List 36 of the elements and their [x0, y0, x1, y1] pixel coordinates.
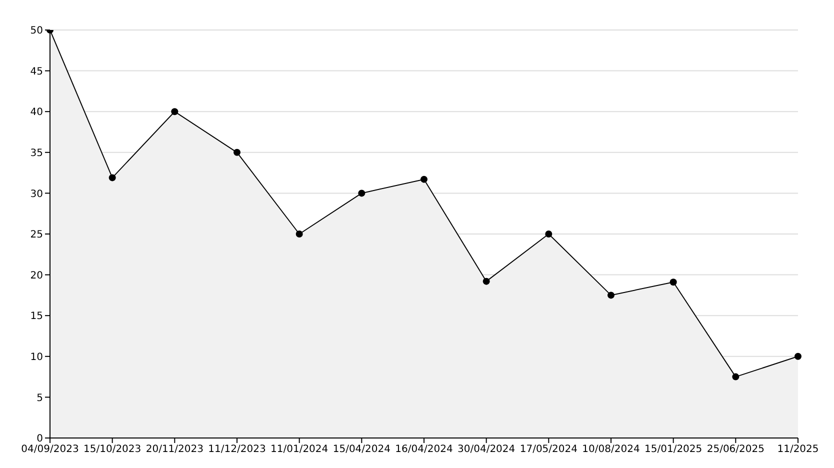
- x-tick-label: 20/11/2023: [146, 444, 204, 456]
- point: [732, 373, 740, 380]
- x-tick-label: 16/04/2024: [395, 444, 453, 456]
- y-tick-label: 30: [30, 188, 43, 200]
- x-tick-label: 15/10/2023: [84, 444, 142, 456]
- point: [171, 108, 178, 116]
- y-tick-label: 20: [30, 270, 43, 282]
- point: [670, 278, 677, 286]
- point: [296, 230, 303, 238]
- point: [794, 352, 802, 360]
- x-tick-label: 25/06/2025: [706, 444, 764, 456]
- point: [482, 278, 490, 285]
- x-tick-label: 10/08/2024: [582, 444, 640, 456]
- x-tick-label: 15/04/2024: [332, 444, 390, 456]
- y-tick-label: 15: [30, 311, 43, 322]
- x-tick-label: 11/12/2023: [208, 444, 266, 456]
- y-tick-label: 25: [30, 230, 43, 241]
- x-tick-label: 17/05/2024: [520, 444, 578, 456]
- x-tick-label: 30/04/2024: [458, 444, 516, 456]
- point: [358, 190, 366, 197]
- y-tick-label: 0: [36, 434, 43, 445]
- y-tick-label: 45: [30, 66, 43, 78]
- point: [608, 292, 614, 299]
- point: [108, 174, 116, 182]
- y-tick-label: 5: [36, 392, 43, 404]
- y-tick-label: 50: [30, 26, 43, 37]
- point: [545, 230, 552, 238]
- point: [234, 148, 240, 156]
- y-tick-label: 35: [30, 148, 43, 159]
- y-tick-label: 40: [30, 107, 43, 118]
- x-tick-label: 11/01/2024: [270, 444, 328, 456]
- x-tick-label: 11/2025: [777, 444, 819, 456]
- x-tick-label: 04/09/2023: [21, 444, 79, 456]
- point: [420, 176, 428, 183]
- x-tick-label: 15/01/2025: [644, 444, 702, 456]
- y-tick-label: 10: [30, 352, 43, 363]
